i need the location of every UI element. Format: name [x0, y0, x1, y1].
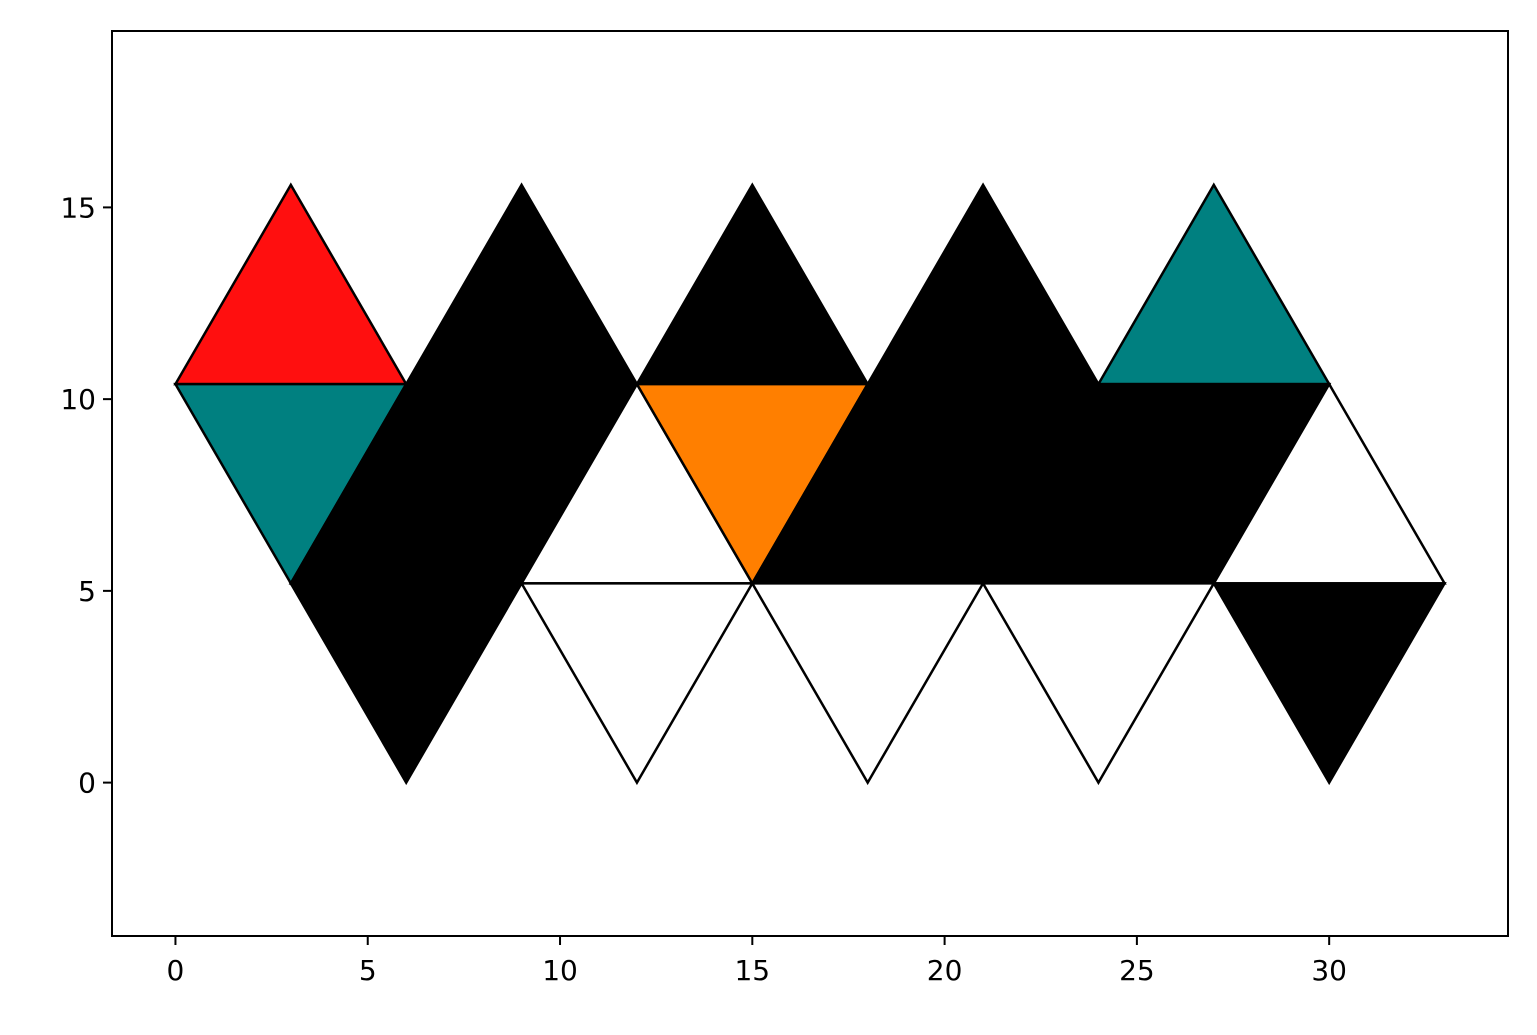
x-tick-label: 25 — [1119, 954, 1155, 987]
x-tick-label: 30 — [1311, 954, 1347, 987]
x-tick-label: 15 — [734, 954, 770, 987]
triangle-12-white — [750, 582, 986, 786]
y-axis: 0 5 10 15 — [60, 191, 112, 800]
y-tick-label: 0 — [78, 767, 96, 800]
triangle-20-black — [1211, 582, 1447, 786]
y-tick-label: 5 — [78, 575, 96, 608]
triangle-16-white — [980, 582, 1216, 786]
x-tick-label: 10 — [542, 954, 578, 987]
triangle-6-black — [288, 582, 524, 786]
x-tick-label: 5 — [359, 954, 377, 987]
y-tick-label: 15 — [60, 191, 96, 224]
y-tick-label: 10 — [60, 383, 96, 416]
x-tick-label: 0 — [167, 954, 185, 987]
x-axis: 0 5 10 15 20 25 30 — [167, 936, 1347, 987]
plot-frame — [111, 30, 1509, 937]
triangle-mesh — [173, 182, 1447, 786]
x-tick-label: 20 — [927, 954, 963, 987]
triangle-8-white — [519, 582, 755, 786]
